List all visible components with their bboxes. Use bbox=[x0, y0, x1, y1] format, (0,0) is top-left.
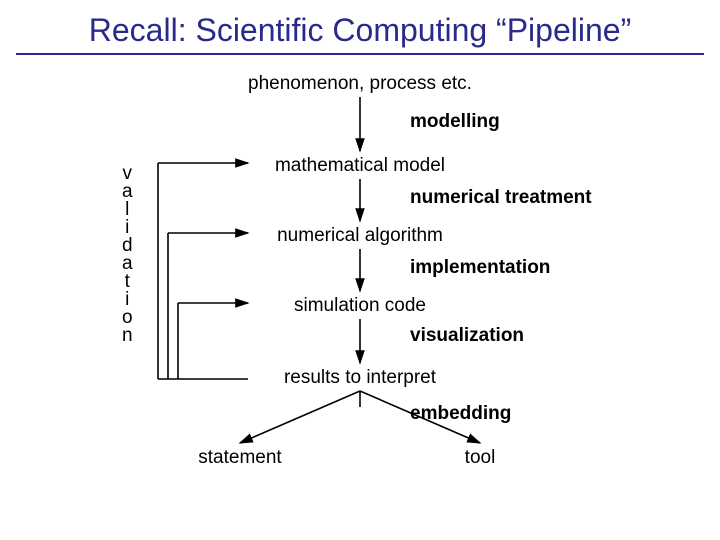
slide-title-text: Recall: Scientific Computing “Pipeline” bbox=[89, 12, 631, 48]
stage-math-model: mathematical model bbox=[275, 155, 445, 177]
stage-phenomenon: phenomenon, process etc. bbox=[248, 73, 472, 95]
pipeline-diagram: phenomenon, process etc. mathematical mo… bbox=[80, 67, 640, 497]
step-numerical-treatment: numerical treatment bbox=[410, 187, 592, 209]
stage-results: results to interpret bbox=[284, 367, 436, 389]
validation-label: validation bbox=[122, 165, 133, 345]
stage-simulation-code: simulation code bbox=[294, 295, 426, 317]
stage-statement: statement bbox=[198, 447, 281, 469]
title-underline bbox=[16, 53, 704, 55]
slide-title: Recall: Scientific Computing “Pipeline” bbox=[0, 0, 720, 49]
step-modelling: modelling bbox=[410, 111, 500, 133]
step-implementation: implementation bbox=[410, 257, 550, 279]
step-embedding: embedding bbox=[410, 403, 511, 425]
diagram-arrows bbox=[80, 67, 640, 497]
step-visualization: visualization bbox=[410, 325, 524, 347]
stage-tool: tool bbox=[465, 447, 496, 469]
stage-numerical-algorithm: numerical algorithm bbox=[277, 225, 443, 247]
